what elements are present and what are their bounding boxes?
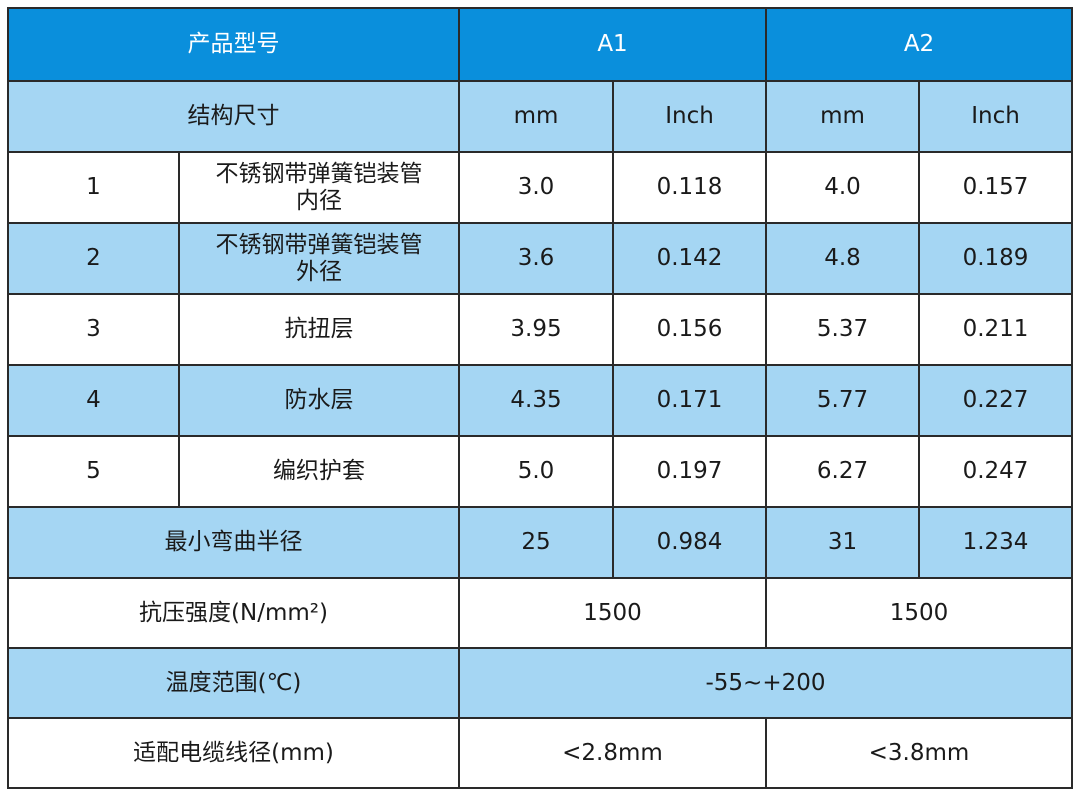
a1-inch-value: 0.197 xyxy=(612,435,767,508)
a2-mm-value: 4.0 xyxy=(765,151,920,224)
unit-inch-a1: Inch xyxy=(612,80,767,153)
a2-mm-value: 5.37 xyxy=(765,293,920,366)
a1-inch-value: 0.171 xyxy=(612,364,767,437)
a1-inch-value: 0.142 xyxy=(612,222,767,295)
cable-row: 适配电缆线径(mm) <2.8mm <3.8mm xyxy=(7,717,1073,789)
temperature-value: -55~+200 xyxy=(458,647,1073,719)
a2-mm-value: 5.77 xyxy=(765,364,920,437)
row-name-line1: 不锈钢带弹簧铠装管 xyxy=(215,161,423,188)
table-row: 4 防水层 4.35 0.171 5.77 0.227 xyxy=(7,364,1073,437)
compression-label: 抗压强度(N/mm²) xyxy=(7,577,460,649)
row-name-line1: 不锈钢带弹簧铠装管 xyxy=(215,232,423,259)
a1-mm-value: 3.6 xyxy=(458,222,614,295)
a1-mm-value: 25 xyxy=(458,506,614,579)
cable-a2: <3.8mm xyxy=(765,717,1073,789)
unit-mm-a2: mm xyxy=(765,80,920,153)
compression-row: 抗压强度(N/mm²) 1500 1500 xyxy=(7,577,1073,649)
row-name: 抗扭层 xyxy=(178,293,460,366)
model-label: 产品型号 xyxy=(7,7,460,82)
temperature-row: 温度范围(℃) -55~+200 xyxy=(7,647,1073,719)
a1-inch-value: 0.156 xyxy=(612,293,767,366)
cable-label: 适配电缆线径(mm) xyxy=(7,717,460,789)
row-number: 5 xyxy=(7,435,180,508)
a1-mm-value: 3.95 xyxy=(458,293,614,366)
a1-mm-value: 5.0 xyxy=(458,435,614,508)
row-name-line2: 外径 xyxy=(296,258,342,285)
a2-inch-value: 1.234 xyxy=(918,506,1073,579)
header-row: 产品型号 A1 A2 xyxy=(7,7,1073,82)
temperature-label: 温度范围(℃) xyxy=(7,647,460,719)
a2-inch-value: 0.211 xyxy=(918,293,1073,366)
model-a1: A1 xyxy=(458,7,767,82)
model-a2: A2 xyxy=(765,7,1073,82)
table-row: 5 编织护套 5.0 0.197 6.27 0.247 xyxy=(7,435,1073,508)
a2-inch-value: 0.227 xyxy=(918,364,1073,437)
a1-inch-value: 0.984 xyxy=(612,506,767,579)
unit-mm-a1: mm xyxy=(458,80,614,153)
compression-a2: 1500 xyxy=(765,577,1073,649)
a2-inch-value: 0.157 xyxy=(918,151,1073,224)
a2-mm-value: 31 xyxy=(765,506,920,579)
a2-inch-value: 0.247 xyxy=(918,435,1073,508)
row-name: 不锈钢带弹簧铠装管 内径 xyxy=(178,151,460,224)
row-name-line2: 内径 xyxy=(296,187,342,214)
a1-mm-value: 4.35 xyxy=(458,364,614,437)
row-number: 4 xyxy=(7,364,180,437)
cable-a1: <2.8mm xyxy=(458,717,767,789)
a1-mm-value: 3.0 xyxy=(458,151,614,224)
a2-mm-value: 4.8 xyxy=(765,222,920,295)
bend-radius-row: 最小弯曲半径 25 0.984 31 1.234 xyxy=(7,506,1073,579)
unit-inch-a2: Inch xyxy=(918,80,1073,153)
table-row: 2 不锈钢带弹簧铠装管 外径 3.6 0.142 4.8 0.189 xyxy=(7,222,1073,295)
units-row: 结构尺寸 mm Inch mm Inch xyxy=(7,80,1073,153)
bend-radius-label: 最小弯曲半径 xyxy=(7,506,460,579)
row-number: 1 xyxy=(7,151,180,224)
structure-label: 结构尺寸 xyxy=(7,80,460,153)
table-row: 1 不锈钢带弹簧铠装管 内径 3.0 0.118 4.0 0.157 xyxy=(7,151,1073,224)
row-name: 编织护套 xyxy=(178,435,460,508)
row-name: 不锈钢带弹簧铠装管 外径 xyxy=(178,222,460,295)
row-name: 防水层 xyxy=(178,364,460,437)
table-row: 3 抗扭层 3.95 0.156 5.37 0.211 xyxy=(7,293,1073,366)
compression-a1: 1500 xyxy=(458,577,767,649)
row-number: 2 xyxy=(7,222,180,295)
a2-mm-value: 6.27 xyxy=(765,435,920,508)
a1-inch-value: 0.118 xyxy=(612,151,767,224)
row-number: 3 xyxy=(7,293,180,366)
a2-inch-value: 0.189 xyxy=(918,222,1073,295)
spec-table: 产品型号 A1 A2 结构尺寸 mm Inch mm Inch 1 不锈钢带弹簧… xyxy=(7,7,1073,789)
